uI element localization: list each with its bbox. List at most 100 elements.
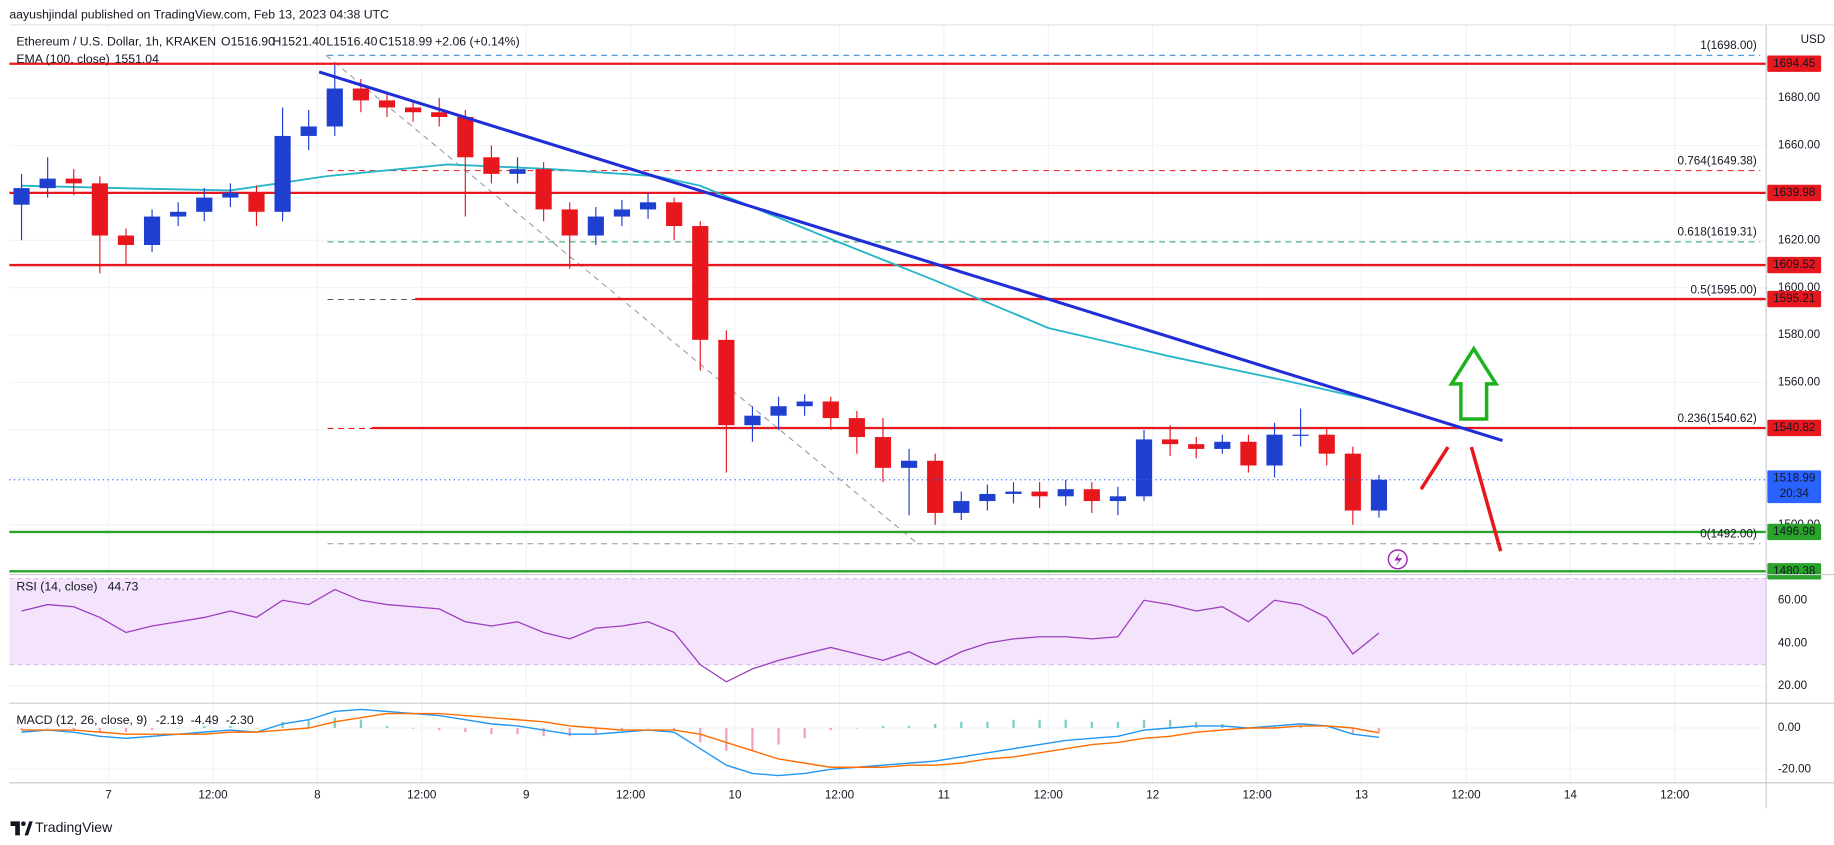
candle-body: [1162, 439, 1179, 445]
rsi-tick-label: 40.00: [1778, 636, 1808, 649]
ohlc-open: O1516.90: [221, 35, 275, 49]
candle-body: [222, 192, 239, 198]
candle-body: [300, 126, 317, 136]
x-tick-label: 12:00: [1034, 789, 1064, 802]
macd-histogram-bar: [542, 728, 545, 737]
fib-label: 0(1492.00): [1700, 527, 1757, 540]
macd-histogram-bar: [98, 728, 102, 733]
x-tick-label: 12:00: [616, 789, 646, 802]
level-label: 1639.98: [1773, 186, 1815, 199]
x-tick-label: 12:00: [1243, 789, 1273, 802]
macd-histogram-bar: [1116, 721, 1120, 729]
x-tick-label: 11: [938, 789, 950, 802]
ohlc-close: C1518.99: [379, 35, 432, 49]
candle-body: [1188, 444, 1205, 449]
candle-body: [927, 460, 944, 513]
macd-histogram-bar: [307, 719, 310, 729]
candle-body: [509, 169, 526, 174]
ema-line: [21, 163, 1388, 405]
fib-label: 0.618(1619.31): [1678, 226, 1757, 239]
level-label: 1480.38: [1773, 564, 1815, 577]
candle-body: [1005, 491, 1022, 494]
candle-body: [1214, 441, 1231, 449]
candle-body: [770, 406, 787, 416]
rsi-tick-label: 20.00: [1778, 679, 1808, 692]
candle-body: [979, 493, 996, 502]
macd-histogram-bar: [255, 728, 258, 729]
candle-body: [1240, 441, 1257, 466]
x-tick-label: 14: [1564, 789, 1578, 802]
candle-body: [718, 339, 735, 426]
macd-histogram-bar: [934, 723, 937, 729]
ema-legend-value: 1551.04: [115, 52, 160, 66]
x-tick-label: 7: [105, 789, 112, 802]
event-icon-bolt: [1394, 552, 1403, 567]
symbol-title: Ethereum / U.S. Dollar, 1h, KRAKEN: [16, 35, 216, 49]
labels: 7 12:00 8 12:00 9 12:00 10 12:00 11 12:00 12 12:00 1…: [105, 39, 1822, 802]
macd-histogram-bar: [594, 728, 597, 735]
logo-mark: [10, 821, 20, 836]
macd-histogram-bar: [359, 719, 363, 729]
signal-line: [21, 712, 1380, 768]
macd-histogram-bar: [1351, 728, 1355, 735]
candle-body: [483, 157, 500, 174]
y-tick-label: 1560.00: [1778, 376, 1821, 389]
macd-histogram-bar: [464, 728, 467, 733]
candle-body: [117, 235, 135, 245]
level-label: 1694.45: [1773, 57, 1816, 70]
level-label-box: [1767, 184, 1822, 202]
last-price-box: [1767, 470, 1822, 504]
macd-histogram-bar: [1325, 728, 1328, 729]
macd-histogram-bar: [1273, 725, 1276, 729]
candle-body: [1370, 479, 1388, 511]
level-label: 1496.98: [1773, 525, 1815, 538]
candle-body: [535, 169, 552, 210]
y-tick-label: 1620.00: [1778, 233, 1821, 246]
level-label-box: [1767, 290, 1822, 308]
macd-histogram-bar: [803, 728, 806, 739]
candle-body: [196, 197, 213, 212]
candle-body: [431, 112, 448, 117]
x-tick-label: 12: [1146, 789, 1159, 802]
macd-histogram-bar: [150, 728, 154, 731]
macd-legend-hist: -2.19: [156, 713, 184, 727]
macd-histogram-bar: [1038, 719, 1041, 729]
candle-body: [405, 107, 422, 113]
candle-body: [874, 437, 892, 468]
candle-body: [1083, 489, 1100, 502]
candle-body: [1109, 496, 1127, 502]
currency: USD: [1801, 33, 1826, 46]
macd-histogram-bar: [1299, 725, 1302, 729]
candle-body: [1266, 434, 1283, 466]
last-price-label: 1518.99: [1773, 472, 1815, 485]
macd-histogram-bar: [777, 728, 780, 745]
macd-histogram-bar: [986, 721, 989, 729]
ohlc-high: H1521.40: [273, 35, 326, 49]
x-tick-label: 13: [1355, 789, 1368, 802]
macd-legend-signal: -2.30: [226, 713, 254, 727]
candle-body: [953, 501, 970, 513]
macd-histogram-bar: [72, 728, 75, 731]
logo-mark: [24, 821, 33, 836]
x-tick-label: 12:00: [825, 789, 855, 802]
candle-body: [561, 209, 578, 236]
footer-brand: TradingView: [35, 819, 113, 835]
candle-body: [639, 202, 657, 210]
level-label: 1595.21: [1773, 292, 1815, 305]
macd-histogram-bar: [960, 721, 963, 729]
ema-legend: EMA (100, close): [16, 52, 109, 66]
rsi-line: [21, 588, 1380, 683]
ohlc-low: L1516.40: [326, 35, 377, 49]
macd-histogram-bar: [1012, 719, 1015, 729]
x-tick-label: 9: [523, 789, 530, 802]
macd-histogram-bar: [203, 725, 206, 729]
last-price-countdown: 20:34: [1780, 487, 1810, 500]
publisher: aayushjindal published on TradingView.co…: [9, 8, 389, 22]
macd-histogram-bar: [229, 725, 232, 729]
macd-histogram-bar: [411, 728, 415, 729]
macd-histogram-bar: [907, 725, 911, 729]
x-tick-label: 12:00: [407, 789, 437, 802]
macd-histogram-bar: [1090, 721, 1093, 729]
level-label-box: [1767, 419, 1822, 437]
